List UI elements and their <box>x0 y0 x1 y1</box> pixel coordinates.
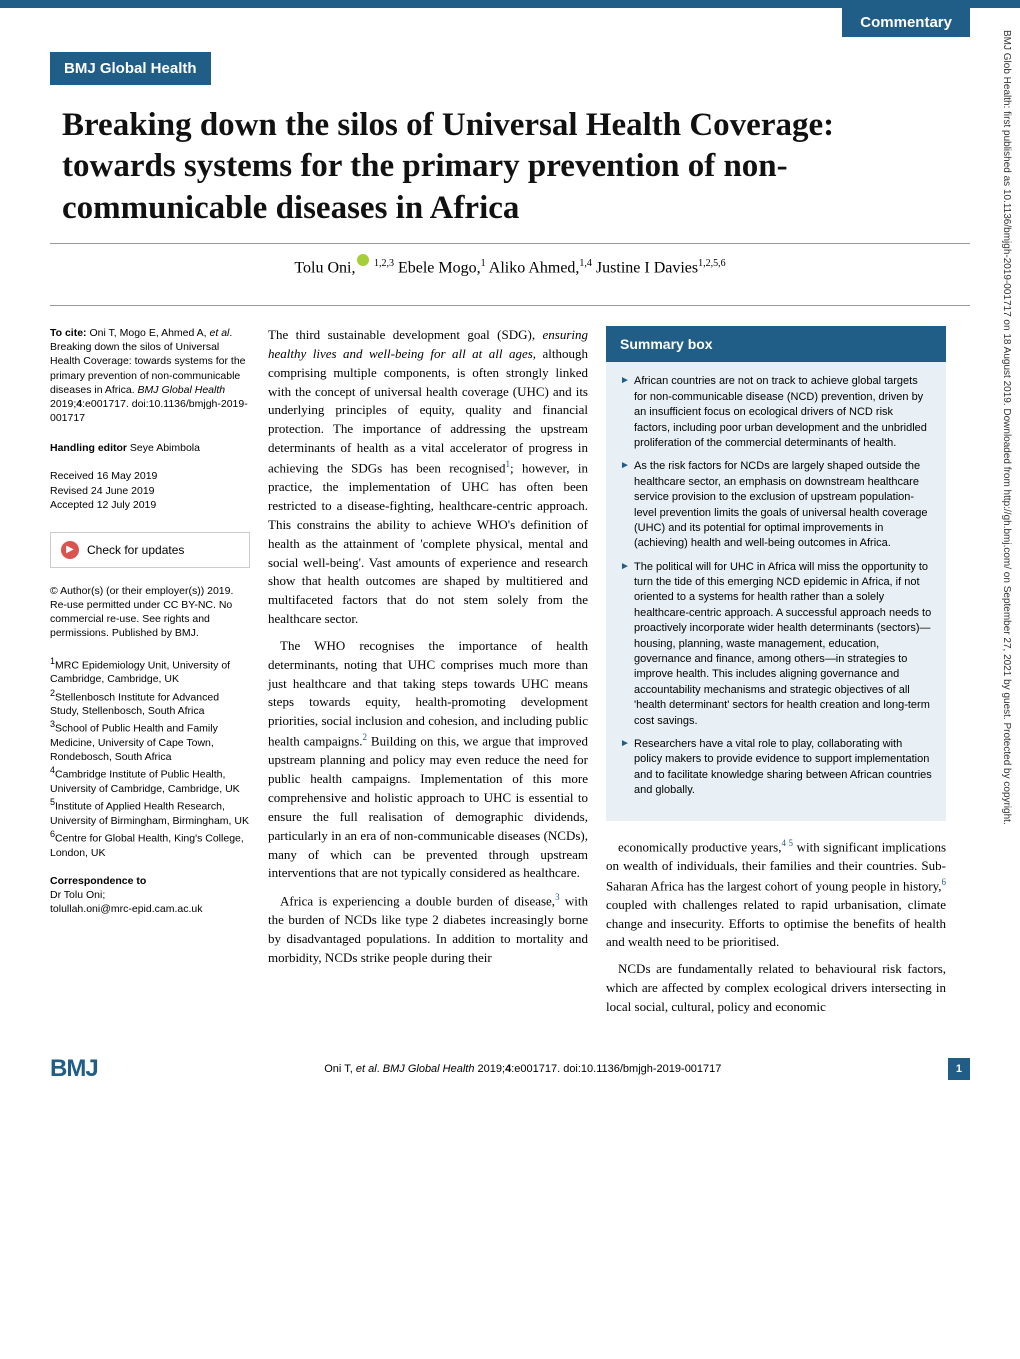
affil-5: 5Institute of Applied Health Research, U… <box>50 796 250 828</box>
content: To cite: Oni T, Mogo E, Ahmed A, et al. … <box>0 326 1020 1025</box>
handling-name: Seye Abimbola <box>130 442 200 454</box>
corr-text: Dr Tolu Oni;tolullah.oni@mrc-epid.cam.ac… <box>50 889 202 915</box>
check-updates-label: Check for updates <box>87 542 184 558</box>
affil-4: 4Cambridge Institute of Public Health, U… <box>50 764 250 796</box>
dates-block: Received 16 May 2019 Revised 24 June 201… <box>50 469 250 512</box>
footer: BMJ Oni T, et al. BMJ Global Health 2019… <box>0 1045 1020 1103</box>
divider <box>50 305 970 306</box>
correspondence: Correspondence to Dr Tolu Oni;tolullah.o… <box>50 874 250 917</box>
journal-badge: BMJ Global Health <box>50 52 211 85</box>
summary-list: African countries are not on track to ac… <box>606 362 946 820</box>
right-column: Summary box African countries are not on… <box>606 326 946 1025</box>
summary-heading: Summary box <box>606 326 946 362</box>
right-para-2: NCDs are fundamentally related to behavi… <box>606 960 946 1017</box>
sidebar: To cite: Oni T, Mogo E, Ahmed A, et al. … <box>50 326 250 1025</box>
para-3: Africa is experiencing a double burden o… <box>268 891 588 968</box>
handling-editor: Handling editor Seye Abimbola <box>50 441 250 455</box>
summary-bullet: As the risk factors for NCDs are largely… <box>620 459 932 551</box>
date-accepted: Accepted 12 July 2019 <box>50 498 250 512</box>
authors-line: Tolu Oni, 1,2,3 Ebele Mogo,1 Aliko Ahmed… <box>50 254 970 277</box>
handling-label: Handling editor <box>50 442 127 454</box>
cite-block: To cite: Oni T, Mogo E, Ahmed A, et al. … <box>50 326 250 425</box>
section-badge: Commentary <box>842 8 970 37</box>
header: Commentary BMJ Global Health Breaking do… <box>0 8 1020 326</box>
summary-bullet: African countries are not on track to ac… <box>620 374 932 451</box>
bmj-logo: BMJ <box>50 1055 98 1083</box>
page-number: 1 <box>948 1058 970 1080</box>
top-brand-bar <box>0 0 1020 8</box>
summary-bullet: Researchers have a vital role to play, c… <box>620 737 932 799</box>
para-2: The WHO recognises the importance of hea… <box>268 637 588 883</box>
summary-box: Summary box African countries are not on… <box>606 326 946 820</box>
right-para-1: economically productive years,4 5 with s… <box>606 837 946 953</box>
license-text: © Author(s) (or their employer(s)) 2019.… <box>50 584 250 641</box>
corr-label: Correspondence to <box>50 874 250 888</box>
footer-cite: Oni T, et al. BMJ Global Health 2019;4:e… <box>324 1063 721 1075</box>
article-title: Breaking down the silos of Universal Hea… <box>62 105 842 229</box>
summary-bullet: The political will for UHC in Africa wil… <box>620 560 932 729</box>
crossmark-icon: ▶ <box>61 541 79 559</box>
affil-2: 2Stellenbosch Institute for Advanced Stu… <box>50 687 250 719</box>
date-received: Received 16 May 2019 <box>50 469 250 483</box>
check-updates-button[interactable]: ▶ Check for updates <box>50 532 250 568</box>
cite-label: To cite: <box>50 327 87 339</box>
affil-3: 3School of Public Health and Family Medi… <box>50 718 250 764</box>
copyright-gutter: BMJ Glob Health: first published as 10.1… <box>1001 30 1012 1310</box>
main-column: The third sustainable development goal (… <box>268 326 588 1025</box>
cite-text: Oni T, Mogo E, Ahmed A, et al. Breaking … <box>50 327 248 424</box>
date-revised: Revised 24 June 2019 <box>50 484 250 498</box>
affiliations: 1MRC Epidemiology Unit, University of Ca… <box>50 655 250 860</box>
affil-6: 6Centre for Global Health, King's Colleg… <box>50 828 250 860</box>
para-1: The third sustainable development goal (… <box>268 326 588 629</box>
affil-1: 1MRC Epidemiology Unit, University of Ca… <box>50 655 250 687</box>
divider <box>50 243 970 244</box>
